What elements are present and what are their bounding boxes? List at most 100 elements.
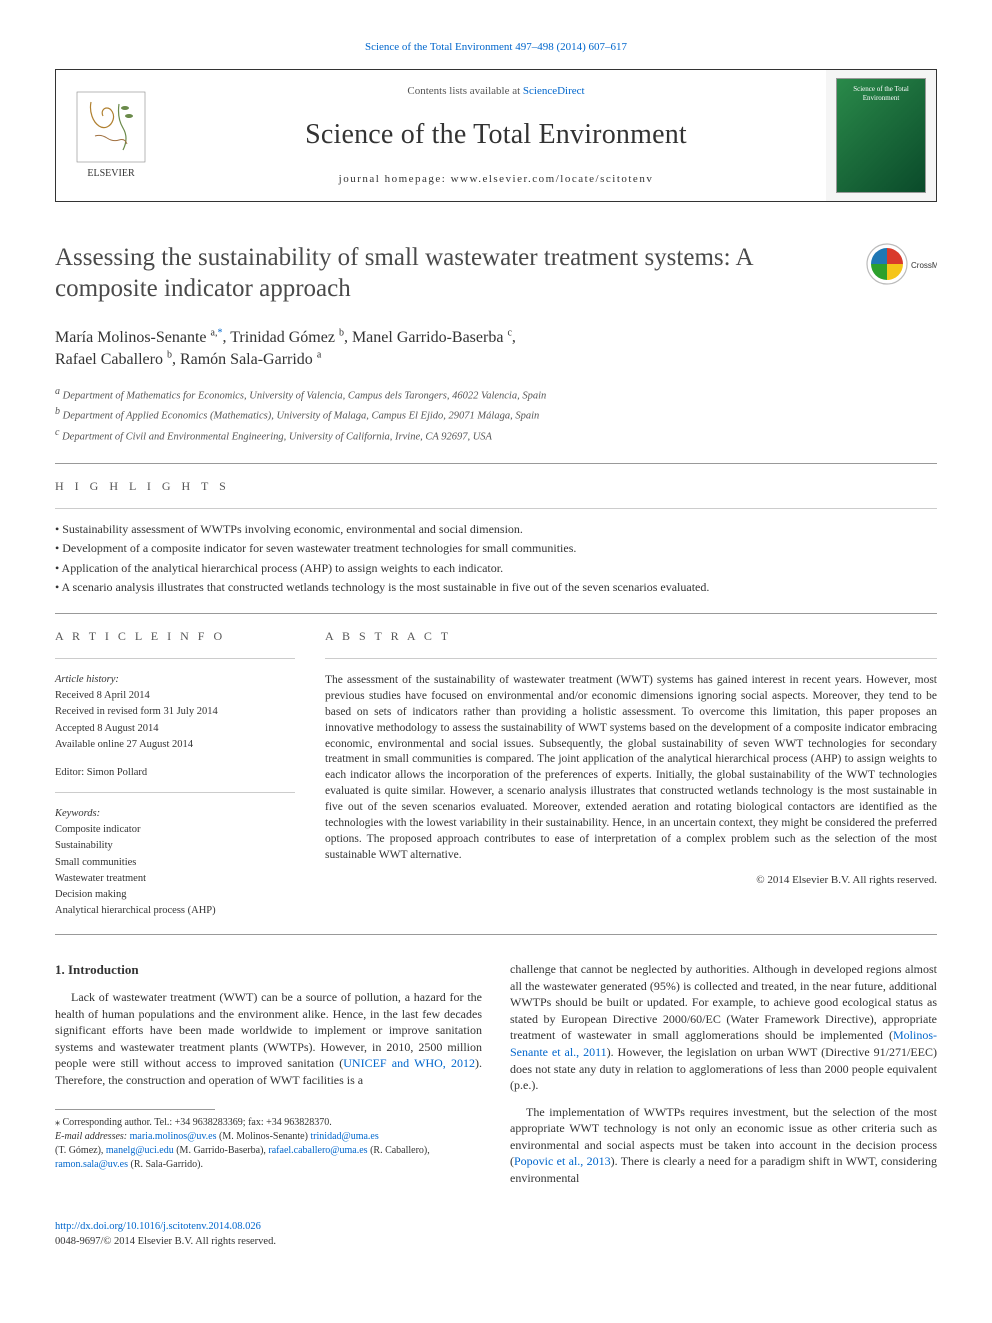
email-line: (T. Gómez), manelg@uci.edu (M. Garrido-B…: [55, 1144, 482, 1158]
homepage-url: www.elsevier.com/locate/scitotenv: [451, 173, 654, 185]
corr-marker-link[interactable]: *: [217, 327, 222, 338]
elsevier-logo: ELSEVIER: [71, 90, 151, 180]
email-link[interactable]: ramon.sala@uv.es: [55, 1159, 128, 1170]
title-row: Assessing the sustainability of small wa…: [55, 242, 937, 305]
affiliations: a Department of Mathematics for Economic…: [55, 384, 937, 445]
editor-label: Editor:: [55, 767, 87, 778]
keyword: Analytical hierarchical process (AHP): [55, 904, 295, 918]
author: Rafael Caballero b: [55, 351, 172, 368]
author-aff: b: [339, 327, 344, 338]
article-info-label: A R T I C L E I N F O: [55, 628, 295, 644]
editor-name: Simon Pollard: [87, 767, 147, 778]
author: Ramón Sala-Garrido a: [180, 351, 321, 368]
affiliation: a Department of Mathematics for Economic…: [55, 384, 937, 404]
abstract-label: A B S T R A C T: [325, 628, 937, 644]
page-footer: http://dx.doi.org/10.1016/j.scitotenv.20…: [55, 1220, 937, 1248]
section-heading: 1. Introduction: [55, 961, 482, 979]
author-name: Trinidad Gómez: [230, 329, 335, 346]
highlights-list: Sustainability assessment of WWTPs invol…: [55, 521, 937, 595]
running-head: Science of the Total Environment 497–498…: [55, 40, 937, 55]
editor-block: Editor: Simon Pollard: [55, 766, 295, 780]
abstract-col: A B S T R A C T The assessment of the su…: [325, 614, 937, 920]
email-line: ramon.sala@uv.es (R. Sala-Garrido).: [55, 1158, 482, 1172]
affiliation: c Department of Civil and Environmental …: [55, 425, 937, 445]
author-aff: c: [507, 327, 511, 338]
journal-homepage: journal homepage: www.elsevier.com/locat…: [176, 172, 816, 187]
doi-link[interactable]: http://dx.doi.org/10.1016/j.scitotenv.20…: [55, 1221, 261, 1232]
journal-name: Science of the Total Environment: [176, 116, 816, 154]
keywords-heading: Keywords:: [55, 807, 295, 821]
body-paragraph: Lack of wastewater treatment (WWT) can b…: [55, 989, 482, 1088]
email-link[interactable]: rafael.caballero@uma.es: [268, 1145, 367, 1156]
divider-thin: [55, 658, 295, 659]
author-name: Manel Garrido-Baserba: [352, 329, 504, 346]
body-columns: 1. Introduction Lack of wastewater treat…: [55, 961, 937, 1196]
author-name: Rafael Caballero: [55, 351, 163, 368]
crossmark-badge[interactable]: CrossMark: [865, 242, 937, 290]
divider: [55, 463, 937, 464]
homepage-label: journal homepage:: [339, 173, 451, 185]
history-line: Available online 27 August 2014: [55, 738, 295, 752]
author: Trinidad Gómez b: [230, 329, 344, 346]
article-title: Assessing the sustainability of small wa…: [55, 242, 845, 305]
highlights-label: H I G H L I G H T S: [55, 478, 937, 494]
footnote-separator: [55, 1109, 215, 1110]
contents-prefix: Contents lists available at: [407, 85, 522, 97]
citation-link[interactable]: Popovic et al., 2013: [514, 1154, 611, 1168]
keyword: Small communities: [55, 856, 295, 870]
footnotes: ⁎ Corresponding author. Tel.: +34 963828…: [55, 1116, 482, 1172]
email-link[interactable]: maria.molinos@uv.es: [130, 1131, 217, 1142]
history-line: Received 8 April 2014: [55, 689, 295, 703]
history-line: Received in revised form 31 July 2014: [55, 705, 295, 719]
info-abstract-row: A R T I C L E I N F O Article history: R…: [55, 614, 937, 920]
sciencedirect-link[interactable]: ScienceDirect: [523, 85, 585, 97]
email-label: E-mail addresses:: [55, 1131, 130, 1142]
body-paragraph: challenge that cannot be neglected by au…: [510, 961, 937, 1093]
abstract-copyright: © 2014 Elsevier B.V. All rights reserved…: [325, 873, 937, 888]
email-link[interactable]: manelg@uci.edu: [106, 1145, 174, 1156]
highlight-item: Sustainability assessment of WWTPs invol…: [55, 521, 937, 537]
author: María Molinos-Senante a,*: [55, 329, 222, 346]
citation-link[interactable]: UNICEF and WHO, 2012: [343, 1056, 475, 1070]
publisher-logo-cell: ELSEVIER: [56, 70, 166, 201]
article-history: Article history: Received 8 April 2014 R…: [55, 673, 295, 752]
email-link[interactable]: trinidad@uma.es: [310, 1131, 378, 1142]
body-col-left: 1. Introduction Lack of wastewater treat…: [55, 961, 482, 1196]
history-line: Accepted 8 August 2014: [55, 722, 295, 736]
affiliation: b Department of Applied Economics (Mathe…: [55, 404, 937, 424]
highlight-item: Application of the analytical hierarchic…: [55, 560, 937, 576]
divider-thin: [325, 658, 937, 659]
contents-list-line: Contents lists available at ScienceDirec…: [176, 84, 816, 99]
body-paragraph: The implementation of WWTPs requires inv…: [510, 1104, 937, 1187]
history-heading: Article history:: [55, 673, 295, 687]
body-col-right: challenge that cannot be neglected by au…: [510, 961, 937, 1196]
author-aff: b: [167, 349, 172, 360]
keyword: Sustainability: [55, 839, 295, 853]
crossmark-label: CrossMark: [911, 261, 937, 270]
article-info-col: A R T I C L E I N F O Article history: R…: [55, 614, 295, 920]
journal-cover-thumb: [836, 78, 926, 193]
journal-header: ELSEVIER Contents lists available at Sci…: [55, 69, 937, 202]
keyword: Wastewater treatment: [55, 872, 295, 886]
citation-link[interactable]: Science of the Total Environment 497–498…: [365, 41, 627, 53]
issn-copyright: 0048-9697/© 2014 Elsevier B.V. All right…: [55, 1235, 937, 1249]
divider-thin: [55, 792, 295, 793]
author: Manel Garrido-Baserba c: [352, 329, 512, 346]
page: Science of the Total Environment 497–498…: [0, 0, 992, 1279]
highlight-item: Development of a composite indicator for…: [55, 540, 937, 556]
author-aff: a,*: [211, 327, 223, 338]
author-name: Ramón Sala-Garrido: [180, 351, 313, 368]
divider-thin: [55, 508, 937, 509]
divider: [55, 934, 937, 935]
authors-line: María Molinos-Senante a,*, Trinidad Góme…: [55, 326, 937, 370]
keywords-block: Keywords: Composite indicator Sustainabi…: [55, 807, 295, 918]
abstract-text: The assessment of the sustainability of …: [325, 673, 937, 863]
cover-cell: [826, 70, 936, 201]
corresponding-note: ⁎ Corresponding author. Tel.: +34 963828…: [55, 1116, 482, 1130]
keyword: Decision making: [55, 888, 295, 902]
author-name: María Molinos-Senante: [55, 329, 207, 346]
author-aff: a: [317, 349, 321, 360]
keyword: Composite indicator: [55, 823, 295, 837]
header-center: Contents lists available at ScienceDirec…: [166, 70, 826, 201]
email-line: E-mail addresses: maria.molinos@uv.es (M…: [55, 1130, 482, 1144]
